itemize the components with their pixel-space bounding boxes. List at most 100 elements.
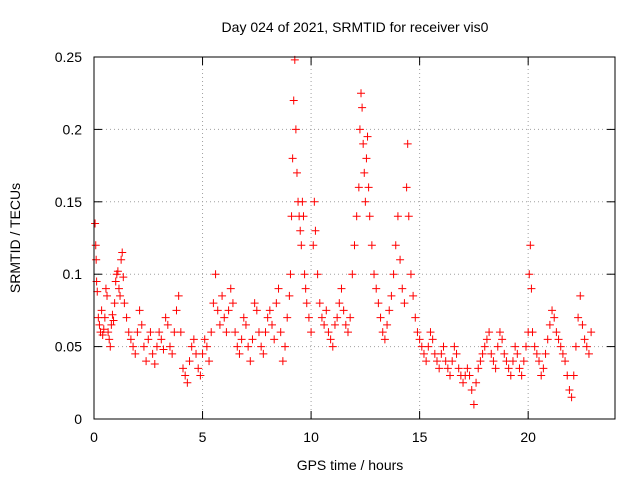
data-point <box>114 284 123 293</box>
data-point <box>541 349 550 358</box>
data-point <box>200 335 209 344</box>
data-point <box>409 291 418 300</box>
data-point <box>330 320 339 329</box>
data-point <box>487 349 496 358</box>
data-point <box>463 364 472 373</box>
data-point <box>387 291 396 300</box>
y-tick-label: 0.25 <box>55 49 82 65</box>
data-point <box>244 342 253 351</box>
data-point <box>119 273 128 282</box>
data-point <box>120 299 129 308</box>
data-point <box>424 342 433 351</box>
data-point <box>459 378 468 387</box>
data-point <box>476 357 485 366</box>
data-point <box>194 364 203 373</box>
data-point <box>580 335 589 344</box>
data-point <box>129 342 138 351</box>
data-point <box>296 226 305 235</box>
axis-ticks: 0 0.05 0.1 0.15 0.2 0.25 0 5 10 15 20 <box>55 49 615 445</box>
data-point <box>283 313 292 322</box>
y-tick-label: 0.1 <box>63 266 83 282</box>
data-point <box>106 342 115 351</box>
data-point <box>519 357 528 366</box>
x-tick-label: 5 <box>199 429 207 445</box>
data-point <box>159 345 168 354</box>
data-point <box>448 357 457 366</box>
data-point <box>211 270 220 279</box>
data-point <box>98 331 107 340</box>
y-tick-label: 0.15 <box>55 194 82 210</box>
data-point <box>348 270 357 279</box>
data-point <box>504 364 513 373</box>
data-point <box>360 168 369 177</box>
data-point <box>437 349 446 358</box>
data-point <box>300 270 309 279</box>
data-point <box>110 299 119 308</box>
data-point <box>525 270 534 279</box>
data-point <box>391 241 400 250</box>
data-point <box>359 139 368 148</box>
x-tick-label: 15 <box>412 429 428 445</box>
data-point <box>454 364 463 373</box>
data-point <box>250 299 259 308</box>
data-point <box>565 386 574 395</box>
data-point <box>528 328 537 337</box>
data-point <box>309 241 318 250</box>
data-point <box>439 342 448 351</box>
data-point <box>469 400 478 409</box>
data-point <box>315 299 324 308</box>
data-point <box>150 359 159 368</box>
data-point <box>111 277 120 286</box>
data-point <box>104 328 113 337</box>
data-point <box>472 378 481 387</box>
data-point <box>521 342 530 351</box>
data-point <box>435 364 444 373</box>
data-point <box>452 349 461 358</box>
data-point <box>265 306 274 315</box>
data-point <box>185 357 194 366</box>
data-point <box>426 328 435 337</box>
data-point <box>113 267 122 276</box>
data-point <box>103 291 112 300</box>
plot-frame <box>93 56 616 420</box>
data-point <box>450 342 459 351</box>
data-point <box>513 349 522 358</box>
data-point <box>498 335 507 344</box>
data-point <box>91 241 100 250</box>
y-axis-label: SRMTID / TECUs <box>7 183 23 293</box>
data-point <box>530 342 539 351</box>
data-point <box>139 342 148 351</box>
data-point <box>545 320 554 329</box>
data-point <box>105 335 114 344</box>
data-point <box>146 328 155 337</box>
data-point <box>326 335 335 344</box>
data-point <box>304 313 313 322</box>
data-point <box>246 357 255 366</box>
data-point <box>415 335 424 344</box>
data-point <box>299 212 308 221</box>
data-point <box>198 349 207 358</box>
data-point <box>281 342 290 351</box>
data-point <box>207 328 216 337</box>
data-point <box>152 342 161 351</box>
data-point <box>403 139 412 148</box>
data-point <box>355 125 364 134</box>
data-point <box>142 357 151 366</box>
data-point <box>506 371 515 380</box>
data-point <box>220 313 229 322</box>
data-point <box>222 328 231 337</box>
data-point <box>582 342 591 351</box>
data-point <box>99 325 108 334</box>
data-point <box>93 287 102 296</box>
data-point <box>508 357 517 366</box>
data-point <box>378 328 387 337</box>
data-point <box>343 328 352 337</box>
data-point <box>374 299 383 308</box>
data-point <box>364 183 373 192</box>
data-point <box>495 328 504 337</box>
data-point <box>526 241 535 250</box>
data-point <box>196 371 205 380</box>
data-point <box>179 364 188 373</box>
data-point <box>556 342 565 351</box>
data-point <box>352 212 361 221</box>
